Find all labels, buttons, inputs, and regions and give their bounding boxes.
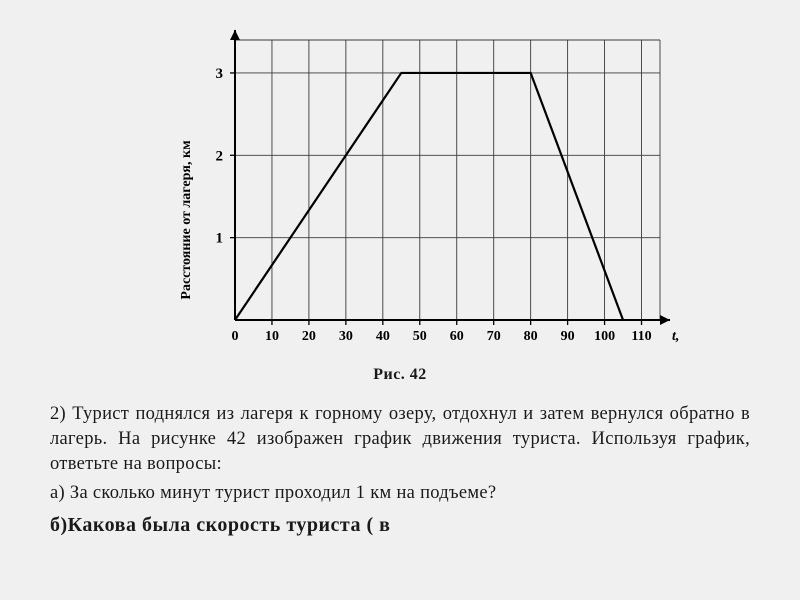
- svg-text:t, мин: t, мин: [672, 329, 680, 344]
- distance-chart: 0 10 20 30 40 50 60 70 80 90 100 110 1 2 3 t, мин Рассто…: [120, 20, 680, 360]
- svg-text:70: 70: [487, 329, 501, 344]
- svg-text:3: 3: [216, 66, 224, 82]
- question-b: б)Какова была скорость туриста ( в: [50, 512, 750, 539]
- svg-text:20: 20: [302, 329, 316, 344]
- svg-text:50: 50: [413, 329, 427, 344]
- svg-text:2: 2: [216, 148, 224, 164]
- svg-text:60: 60: [450, 329, 464, 344]
- svg-text:0: 0: [232, 329, 239, 344]
- svg-text:Расстояние от лагеря, км: Расстояние от лагеря, км: [179, 140, 194, 300]
- svg-text:110: 110: [631, 329, 651, 344]
- svg-text:40: 40: [376, 329, 390, 344]
- chart-svg: 0 10 20 30 40 50 60 70 80 90 100 110 1 2 3 t, мин Рассто…: [120, 20, 680, 360]
- svg-text:30: 30: [339, 329, 353, 344]
- problem-text: 2) Турист поднялся из лагеря к горному о…: [50, 402, 750, 539]
- figure: 0 10 20 30 40 50 60 70 80 90 100 110 1 2 3 t, мин Рассто…: [50, 20, 750, 384]
- question-a: а) За сколько минут турист проходил 1 км…: [50, 481, 750, 506]
- svg-text:80: 80: [524, 329, 538, 344]
- problem-intro: 2) Турист поднялся из лагеря к горному о…: [50, 402, 750, 477]
- svg-text:10: 10: [265, 329, 279, 344]
- figure-caption: Рис. 42: [373, 366, 427, 384]
- svg-text:1: 1: [216, 231, 224, 247]
- svg-text:100: 100: [594, 329, 615, 344]
- svg-text:90: 90: [561, 329, 575, 344]
